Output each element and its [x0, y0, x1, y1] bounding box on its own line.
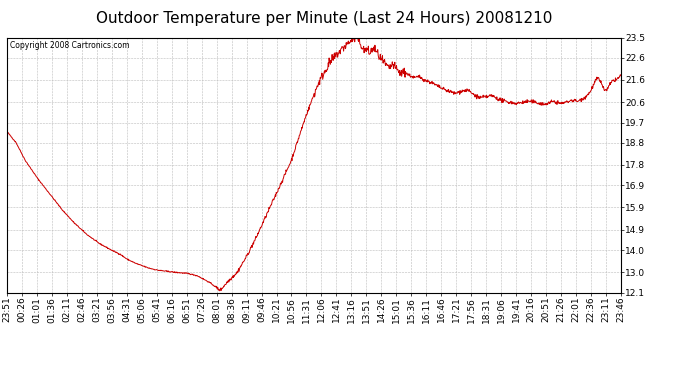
Text: Outdoor Temperature per Minute (Last 24 Hours) 20081210: Outdoor Temperature per Minute (Last 24 …	[96, 11, 553, 26]
Text: Copyright 2008 Cartronics.com: Copyright 2008 Cartronics.com	[10, 41, 130, 50]
